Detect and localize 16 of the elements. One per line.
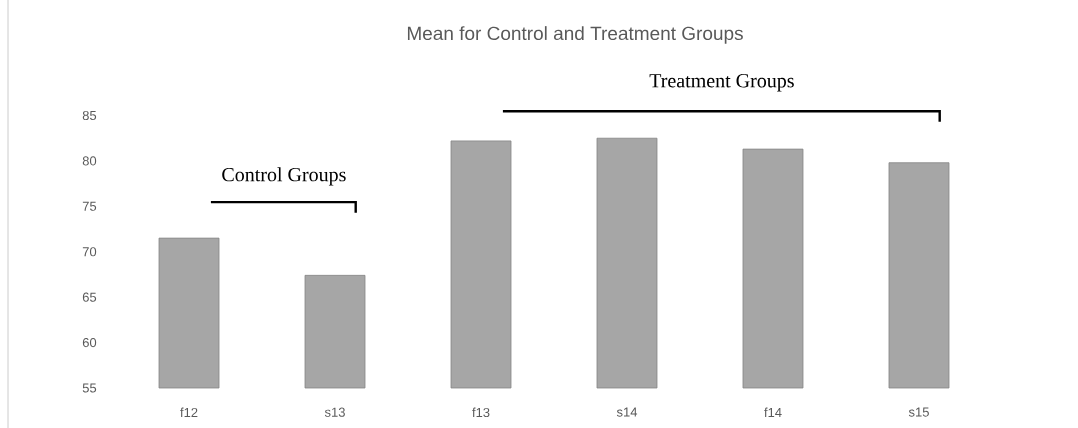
chart-title: Mean for Control and Treatment Groups — [407, 26, 743, 44]
y-tick-label: 75 — [82, 201, 97, 211]
annotation: Control Groups — [222, 167, 346, 186]
x-tick-label: f12 — [180, 407, 198, 417]
y-tick-label: 70 — [82, 247, 97, 257]
x-tick-label: s15 — [908, 407, 929, 417]
x-tick-label: f13 — [472, 407, 490, 418]
y-tick-label: 60 — [82, 337, 97, 348]
x-tick-label: s14 — [616, 407, 638, 417]
x-tick-label: s13 — [324, 407, 345, 417]
text: Treatment Groups — [649, 74, 794, 92]
y-tick-label: 85 — [82, 110, 97, 121]
x-tick-label: f14 — [764, 407, 782, 417]
y-tick-label: 55 — [82, 383, 97, 393]
y-tick-label: 80 — [82, 156, 97, 166]
y-tick-label: 65 — [82, 292, 97, 302]
